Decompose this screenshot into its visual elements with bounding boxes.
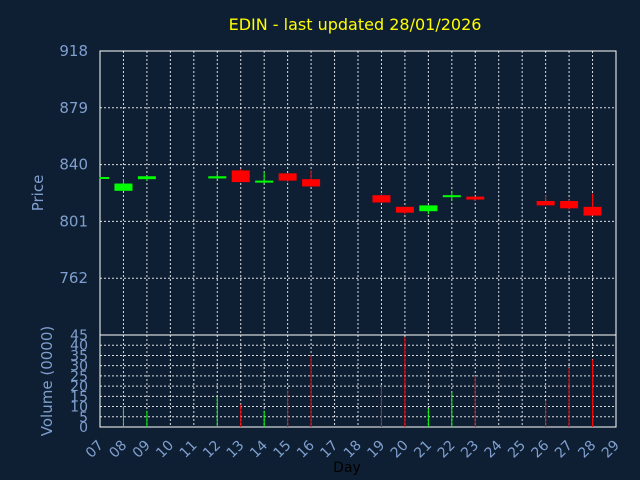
chart-title: EDIN - last updated 28/01/2026 bbox=[229, 15, 482, 34]
day-tick-label: 10 bbox=[153, 438, 177, 462]
day-tick-label: 24 bbox=[482, 437, 506, 461]
candlestick-series bbox=[99, 168, 602, 216]
day-tick-label: 07 bbox=[83, 438, 107, 462]
candle-body bbox=[442, 195, 461, 198]
day-tick-label: 28 bbox=[575, 438, 599, 462]
volume-tick-label: 20 bbox=[70, 379, 88, 395]
day-tick-label: 18 bbox=[341, 438, 365, 462]
volume-tick-label: 25 bbox=[70, 369, 88, 385]
candle-body bbox=[372, 195, 391, 203]
candle-body bbox=[583, 206, 602, 216]
candle-body bbox=[100, 176, 109, 179]
day-tick-label: 11 bbox=[177, 438, 201, 462]
day-tick-label: 29 bbox=[599, 438, 623, 462]
day-tick-label: 25 bbox=[505, 438, 529, 462]
day-tick-label: 13 bbox=[224, 438, 248, 462]
day-tick-label: 15 bbox=[271, 438, 295, 462]
volume-tick-label: 35 bbox=[70, 348, 88, 364]
candle-body bbox=[208, 176, 227, 179]
volume-tick-label: 40 bbox=[70, 338, 88, 354]
candle-body bbox=[536, 201, 555, 206]
price-axis-label: Price bbox=[29, 175, 47, 212]
price-tick-label: 918 bbox=[59, 42, 88, 60]
x-axis-label: Day bbox=[333, 460, 361, 476]
price-gridlines bbox=[100, 50, 616, 335]
candle-body bbox=[302, 179, 321, 187]
day-tick-label: 09 bbox=[130, 438, 154, 462]
candle-body bbox=[255, 180, 274, 183]
volume-tick-label: 15 bbox=[70, 389, 88, 405]
volume-tick-label: 0 bbox=[79, 420, 88, 436]
price-tick-label: 762 bbox=[59, 269, 88, 287]
volume-series bbox=[122, 337, 594, 427]
volume-plot-frame bbox=[99, 334, 617, 428]
price-tick-label: 801 bbox=[59, 212, 88, 230]
day-tick-label: 21 bbox=[411, 438, 435, 462]
day-tick-label: 20 bbox=[388, 438, 412, 462]
day-tick-label: 17 bbox=[317, 438, 341, 462]
volume-gridlines bbox=[100, 335, 616, 427]
day-tick-label: 26 bbox=[529, 437, 553, 461]
day-tick-label: 12 bbox=[200, 438, 224, 462]
day-tick-label: 27 bbox=[552, 438, 576, 462]
candle-body bbox=[137, 176, 156, 180]
price-tick-label: 879 bbox=[59, 99, 88, 117]
price-tick-labels: 918 879 840 801 762 bbox=[59, 42, 88, 287]
volume-tick-label: 10 bbox=[70, 400, 88, 416]
candle-body bbox=[114, 183, 133, 191]
day-tick-label: 14 bbox=[247, 437, 271, 461]
volume-tick-label: 45 bbox=[70, 328, 88, 344]
price-tick-label: 840 bbox=[59, 156, 88, 174]
day-tick-label: 19 bbox=[364, 438, 388, 462]
day-tick-label: 16 bbox=[294, 437, 318, 461]
candle-body bbox=[278, 173, 297, 181]
volume-axis-label: Volume (0000) bbox=[38, 326, 56, 436]
candle-body bbox=[560, 201, 579, 209]
candle-body bbox=[395, 206, 414, 213]
volume-tick-label: 5 bbox=[79, 410, 88, 426]
day-tick-label: 22 bbox=[435, 438, 459, 462]
candle-body bbox=[466, 196, 485, 200]
volume-tick-label: 30 bbox=[70, 359, 88, 375]
candle-body bbox=[419, 205, 438, 212]
day-tick-labels: 07 08 09 10 11 12 13 14 15 16 17 18 19 20 21 22 23 24 25 26… bbox=[83, 437, 623, 461]
day-tick-label: 23 bbox=[458, 438, 482, 462]
day-tick-label: 08 bbox=[106, 438, 130, 462]
candle-body bbox=[231, 170, 250, 183]
